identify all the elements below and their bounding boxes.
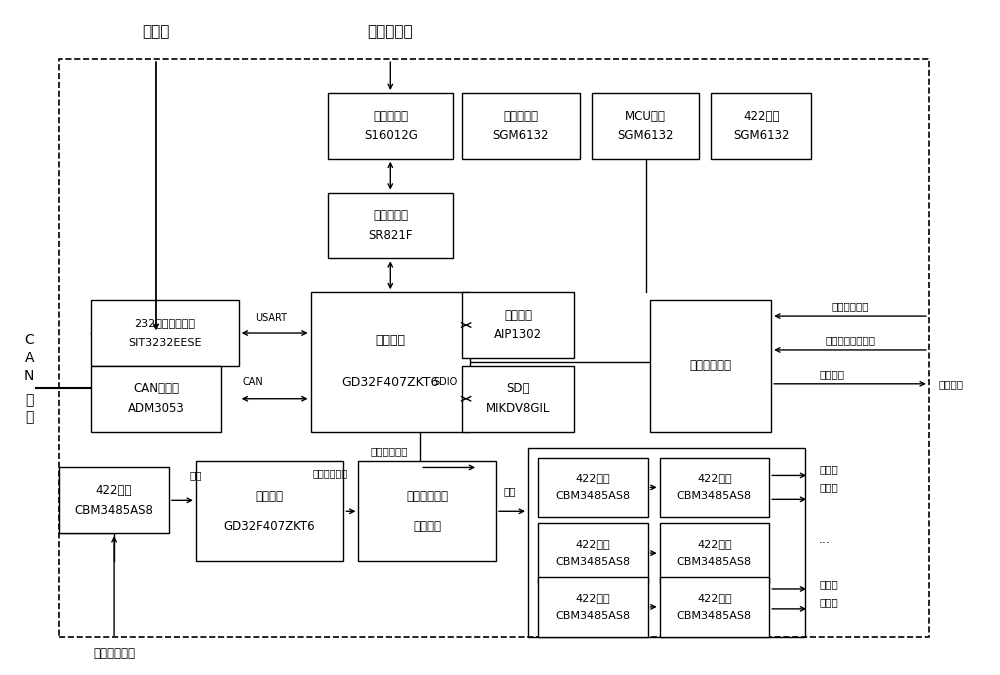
Text: SIT3232EESE: SIT3232EESE bbox=[128, 338, 202, 348]
Text: CBM3485AS8: CBM3485AS8 bbox=[677, 491, 752, 502]
Text: 驱动: 驱动 bbox=[504, 487, 516, 496]
Bar bbox=[528, 448, 805, 637]
Text: SDIO: SDIO bbox=[433, 377, 457, 387]
Bar bbox=[91, 300, 239, 366]
Bar bbox=[59, 468, 169, 533]
Text: 发射保护脉冲: 发射保护脉冲 bbox=[406, 490, 448, 503]
Text: 422芯片: 422芯片 bbox=[697, 593, 732, 603]
Text: ...: ... bbox=[819, 533, 831, 545]
Text: 线: 线 bbox=[25, 410, 33, 425]
Text: 脉冲控制信号: 脉冲控制信号 bbox=[313, 468, 348, 479]
Text: 422芯片: 422芯片 bbox=[575, 593, 610, 603]
Bar bbox=[462, 93, 580, 159]
Text: SGM6132: SGM6132 bbox=[617, 129, 674, 142]
Bar bbox=[328, 93, 453, 159]
Bar bbox=[538, 523, 648, 583]
Text: 检测: 检测 bbox=[190, 470, 202, 481]
Text: 网络变压器: 网络变压器 bbox=[373, 109, 408, 123]
Text: 发射保: 发射保 bbox=[819, 464, 838, 475]
Text: 配电分机: 配电分机 bbox=[939, 379, 964, 389]
Bar bbox=[328, 192, 453, 259]
Text: SR821F: SR821F bbox=[369, 229, 413, 242]
Text: CAN收发器: CAN收发器 bbox=[133, 383, 179, 396]
Text: AIP1302: AIP1302 bbox=[494, 329, 542, 342]
Bar bbox=[660, 458, 769, 517]
Bar bbox=[660, 523, 769, 583]
Text: MIKDV8GIL: MIKDV8GIL bbox=[486, 402, 550, 415]
Bar bbox=[538, 577, 648, 637]
Text: CBM3485AS8: CBM3485AS8 bbox=[555, 557, 630, 567]
Bar bbox=[650, 300, 771, 431]
Text: CBM3485AS8: CBM3485AS8 bbox=[555, 491, 630, 502]
Text: 显示屏: 显示屏 bbox=[142, 24, 170, 38]
Text: N: N bbox=[24, 369, 34, 383]
Text: 护脉冲: 护脉冲 bbox=[819, 483, 838, 492]
Bar bbox=[462, 292, 574, 358]
Text: CBM3485AS8: CBM3485AS8 bbox=[677, 557, 752, 567]
Bar bbox=[660, 577, 769, 637]
Bar bbox=[91, 366, 221, 431]
Text: 422供电: 422供电 bbox=[743, 109, 780, 123]
Text: USART: USART bbox=[255, 313, 287, 323]
Bar bbox=[711, 93, 811, 159]
Bar bbox=[358, 462, 496, 561]
Text: A: A bbox=[25, 351, 34, 365]
Text: 422芯片: 422芯片 bbox=[697, 539, 732, 549]
Bar bbox=[196, 462, 343, 561]
Text: 护脉冲: 护脉冲 bbox=[819, 597, 838, 607]
Text: SD卡: SD卡 bbox=[506, 383, 530, 396]
Text: 紧急关机信号: 紧急关机信号 bbox=[831, 301, 869, 311]
Text: 以太网芯片: 以太网芯片 bbox=[373, 209, 408, 222]
Text: 控制电路: 控制电路 bbox=[413, 520, 441, 533]
Text: 波导开关故障信号: 波导开关故障信号 bbox=[825, 335, 875, 345]
Bar bbox=[59, 59, 929, 637]
Text: 总: 总 bbox=[25, 393, 33, 407]
Bar bbox=[592, 93, 699, 159]
Text: 显示屏供电: 显示屏供电 bbox=[503, 109, 538, 123]
Text: 雷达主控台: 雷达主控台 bbox=[367, 24, 413, 38]
Text: SGM6132: SGM6132 bbox=[493, 129, 549, 142]
Text: S16012G: S16012G bbox=[364, 129, 418, 142]
Bar bbox=[538, 458, 648, 517]
Text: 422芯片: 422芯片 bbox=[697, 473, 732, 483]
Text: ADM3053: ADM3053 bbox=[128, 402, 184, 415]
Text: CBM3485AS8: CBM3485AS8 bbox=[75, 504, 154, 516]
Text: 紧急关机控制: 紧急关机控制 bbox=[689, 359, 731, 373]
Bar bbox=[311, 292, 470, 431]
Text: CAN: CAN bbox=[242, 377, 263, 387]
Text: 422芯片: 422芯片 bbox=[575, 539, 610, 549]
Text: 控制信号: 控制信号 bbox=[819, 369, 844, 379]
Text: SGM6132: SGM6132 bbox=[733, 129, 790, 142]
Text: 422芯片: 422芯片 bbox=[96, 484, 132, 497]
Text: GD32F407ZKT6: GD32F407ZKT6 bbox=[224, 520, 315, 533]
Text: 发射保护脉冲: 发射保护脉冲 bbox=[93, 647, 135, 660]
Text: 脉冲控制信号: 脉冲控制信号 bbox=[370, 447, 408, 456]
Text: 发射保: 发射保 bbox=[819, 579, 838, 589]
Bar bbox=[462, 366, 574, 431]
Text: 232信号转换芯片: 232信号转换芯片 bbox=[134, 318, 195, 328]
Text: 主处理器: 主处理器 bbox=[375, 335, 405, 348]
Text: C: C bbox=[24, 333, 34, 347]
Text: 时钟芯片: 时钟芯片 bbox=[504, 308, 532, 322]
Text: CBM3485AS8: CBM3485AS8 bbox=[677, 611, 752, 621]
Text: 副处理器: 副处理器 bbox=[256, 490, 284, 503]
Text: MCU供电: MCU供电 bbox=[625, 109, 666, 123]
Text: GD32F407ZKT6: GD32F407ZKT6 bbox=[342, 377, 439, 389]
Text: CBM3485AS8: CBM3485AS8 bbox=[555, 611, 630, 621]
Text: 422芯片: 422芯片 bbox=[575, 473, 610, 483]
